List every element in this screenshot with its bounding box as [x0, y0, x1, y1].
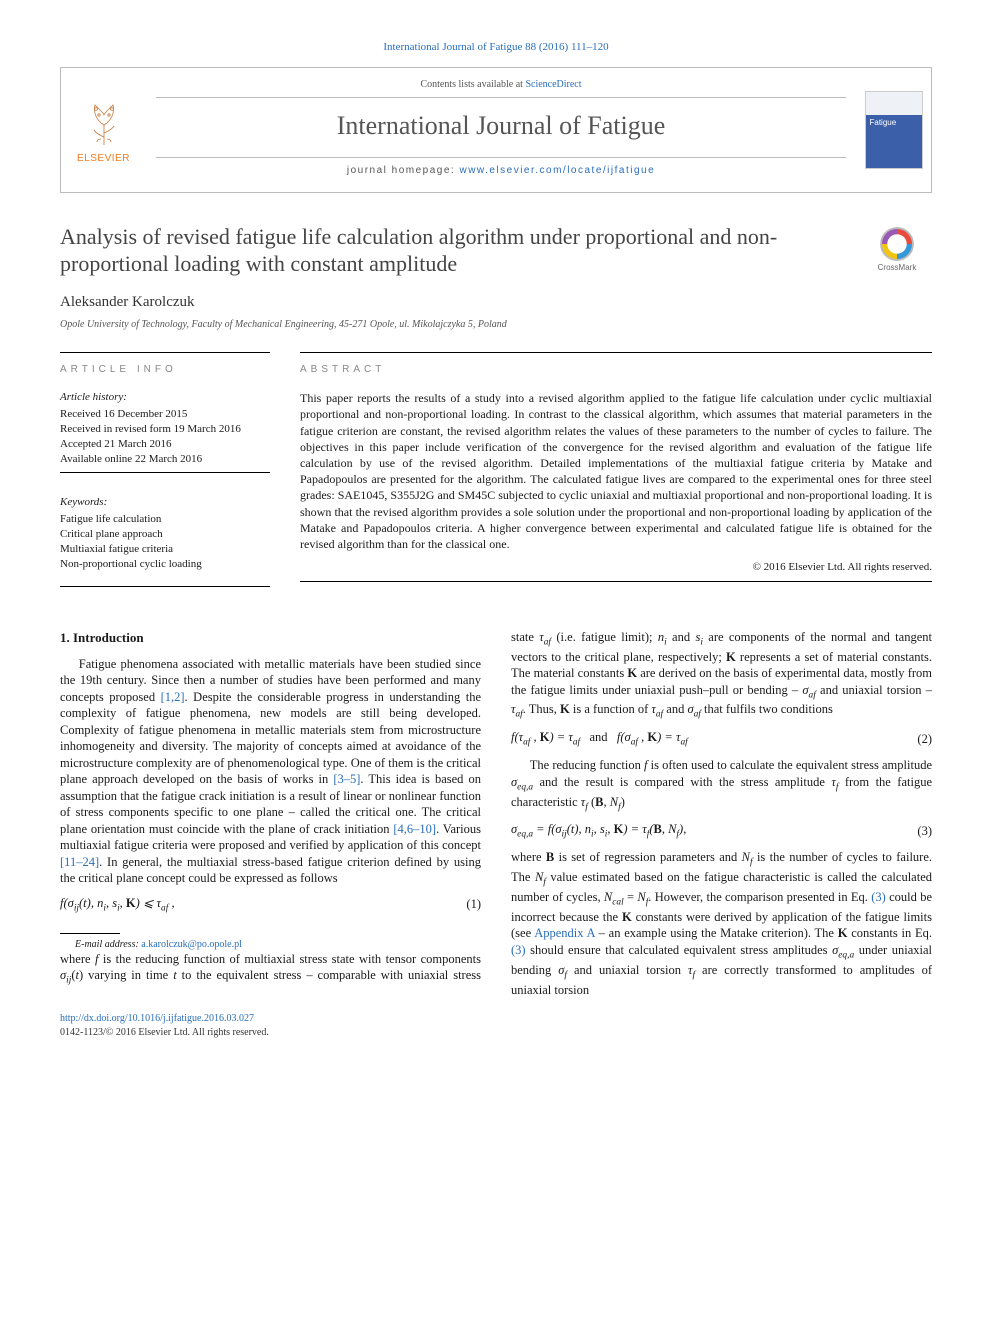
abstract-column: ABSTRACT This paper reports the results …	[300, 352, 932, 587]
intro-p4c: – an example using the Matake criterion)…	[595, 926, 932, 940]
homepage-prefix: journal homepage:	[347, 165, 460, 176]
ref-appendix-a[interactable]: Appendix A	[534, 926, 595, 940]
abstract-copyright: © 2016 Elsevier Ltd. All rights reserved…	[300, 560, 932, 575]
crossmark-icon	[880, 227, 914, 261]
author-name: Aleksander Karolczuk	[60, 292, 932, 312]
keyword-2: Critical plane approach	[60, 527, 270, 542]
journal-header: ELSEVIER Contents lists available at Sci…	[60, 67, 932, 193]
abstract-text: This paper reports the results of a stud…	[300, 390, 932, 552]
issn-copyright: 0142-1123/© 2016 Elsevier Ltd. All right…	[60, 1027, 269, 1038]
crossmark-badge[interactable]: CrossMark	[862, 227, 932, 274]
publisher-name: ELSEVIER	[77, 152, 130, 166]
keyword-1: Fatigue life calculation	[60, 512, 270, 527]
equation-3: σeq,a = f(σij(t), ni, si, K) = τf(B, Nf)…	[511, 821, 932, 841]
ref-3-5[interactable]: [3–5]	[333, 772, 360, 786]
keyword-3: Multiaxial fatigue criteria	[60, 542, 270, 557]
intro-p4a: where B is set of regression parameters …	[511, 850, 932, 904]
equation-1-number: (1)	[451, 896, 481, 913]
keywords-heading: Keywords:	[60, 495, 270, 510]
corresponding-email: E-mail address: a.karolczuk@po.opole.pl	[60, 938, 481, 951]
journal-cover: Fatigue	[856, 68, 931, 192]
history-heading: Article history:	[60, 390, 270, 405]
crossmark-label: CrossMark	[862, 263, 932, 274]
page-footer: http://dx.doi.org/10.1016/j.ijfatigue.20…	[60, 1012, 932, 1039]
homepage-link[interactable]: www.elsevier.com/locate/ijfatigue	[459, 165, 655, 176]
footnote-rule	[60, 933, 120, 934]
article-info-column: ARTICLE INFO Article history: Received 1…	[60, 352, 270, 587]
cover-title: Fatigue	[870, 118, 897, 129]
author-affiliation: Opole University of Technology, Faculty …	[60, 318, 932, 332]
equation-3-number: (3)	[902, 823, 932, 840]
history-revised: Received in revised form 19 March 2016	[60, 422, 270, 437]
ref-1-2[interactable]: [1,2]	[161, 690, 185, 704]
journal-homepage: journal homepage: www.elsevier.com/locat…	[156, 157, 846, 178]
email-label: E-mail address:	[75, 939, 141, 950]
email-link[interactable]: a.karolczuk@po.opole.pl	[141, 939, 242, 950]
keyword-4: Non-proportional cyclic loading	[60, 557, 270, 572]
contents-prefix: Contents lists available at	[420, 79, 525, 90]
body-text: 1. Introduction Fatigue phenomena associ…	[60, 629, 932, 999]
ref-eq3-b[interactable]: (3)	[511, 943, 526, 957]
equation-1: f(σij(t), ni, si, K) ⩽ τaf , (1)	[60, 895, 481, 915]
intro-p4d: should ensure that calculated equivalent…	[511, 943, 932, 997]
article-title: Analysis of revised fatigue life calcula…	[60, 223, 932, 278]
equation-2-number: (2)	[902, 731, 932, 748]
ref-11-24[interactable]: [11–24]	[60, 855, 99, 869]
citation-line: International Journal of Fatigue 88 (201…	[60, 40, 932, 55]
publisher-logo: ELSEVIER	[61, 68, 146, 192]
history-accepted: Accepted 21 March 2016	[60, 437, 270, 452]
equation-2: f(τaf , K) = τaf and f(σaf , K) = τaf (2…	[511, 729, 932, 749]
article-info-label: ARTICLE INFO	[60, 363, 270, 377]
intro-p1e: . In general, the multiaxial stress-base…	[60, 855, 481, 886]
contents-available: Contents lists available at ScienceDirec…	[156, 78, 846, 99]
ref-eq3-a[interactable]: (3)	[871, 890, 886, 904]
abstract-label: ABSTRACT	[300, 363, 932, 377]
sciencedirect-link[interactable]: ScienceDirect	[525, 79, 581, 90]
history-received: Received 16 December 2015	[60, 407, 270, 422]
ref-4-6-10[interactable]: [4,6–10]	[393, 822, 436, 836]
elsevier-tree-icon	[76, 94, 131, 149]
intro-p3a: The reducing function f is often used to…	[511, 758, 932, 808]
history-online: Available online 22 March 2016	[60, 452, 270, 467]
doi-link[interactable]: http://dx.doi.org/10.1016/j.ijfatigue.20…	[60, 1013, 254, 1024]
section-heading-intro: 1. Introduction	[60, 629, 481, 646]
journal-name: International Journal of Fatigue	[156, 108, 846, 143]
